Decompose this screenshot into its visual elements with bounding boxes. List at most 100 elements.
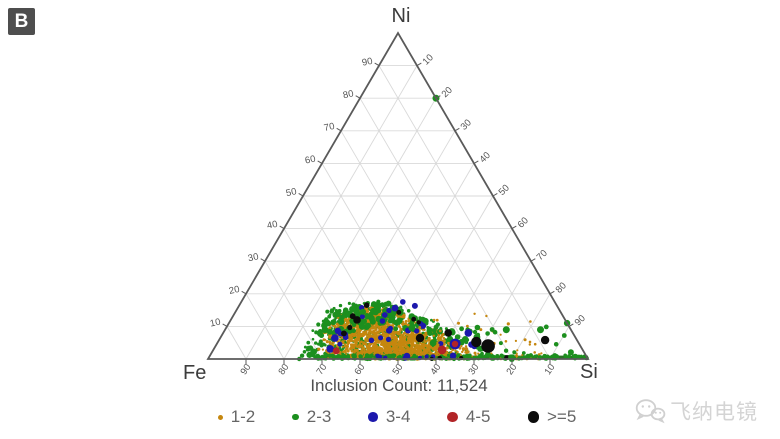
data-point (323, 343, 327, 347)
data-point (432, 332, 438, 338)
data-point (438, 329, 442, 333)
tick-label: 20 (440, 85, 455, 100)
legend-label: 3-4 (385, 407, 411, 426)
data-point (561, 333, 567, 338)
data-point (370, 330, 374, 334)
data-point (348, 334, 352, 338)
data-point (382, 331, 385, 335)
legend-dot-icon (447, 411, 458, 423)
legend-label: >=5 (547, 407, 577, 426)
data-point (537, 326, 544, 334)
data-point (402, 333, 405, 336)
data-point (529, 320, 532, 323)
tick-label: 30 (466, 362, 481, 377)
data-point (344, 351, 347, 354)
tick-label: 10 (209, 317, 222, 330)
data-point (395, 351, 400, 356)
data-point (330, 319, 337, 326)
data-point (499, 353, 504, 358)
tick-label: 40 (266, 219, 279, 232)
ternary-plot: 10 10 10 20 20 20 30 30 30 40 40 40 50 50 50 60 60 60 70 70… (206, 31, 590, 377)
data-point (489, 327, 495, 332)
legend-item: 4-5 (447, 407, 491, 427)
data-point (317, 347, 321, 351)
data-point (319, 343, 324, 348)
data-point (391, 304, 399, 312)
data-point (466, 324, 469, 328)
data-point (400, 299, 406, 305)
legend-item: 1-2 (217, 407, 255, 427)
data-point (481, 339, 495, 353)
tick-label: 80 (554, 280, 569, 295)
data-point (325, 309, 330, 314)
data-point (427, 349, 431, 352)
corner-label-ni: Ni (391, 5, 411, 27)
data-point (567, 349, 574, 356)
data-point (411, 302, 418, 309)
data-point (396, 309, 402, 315)
data-point (372, 344, 376, 347)
tick-label: 30 (247, 251, 260, 264)
data-point (395, 339, 398, 343)
data-point (367, 331, 371, 335)
data-point (521, 351, 526, 355)
data-point (326, 345, 335, 353)
data-point (385, 333, 389, 336)
data-point (360, 349, 363, 352)
data-point (515, 354, 518, 358)
data-point (360, 332, 364, 336)
watermark-text: 飞纳电镜 (670, 401, 758, 424)
data-point (406, 323, 410, 327)
data-point (385, 300, 392, 307)
data-point (478, 353, 482, 358)
data-point (400, 334, 403, 338)
data-point (418, 326, 422, 329)
data-point (354, 337, 357, 341)
data-point (358, 354, 363, 359)
data-point (451, 340, 459, 348)
data-point (528, 340, 532, 344)
legend-label: 4-5 (465, 407, 491, 426)
data-point (444, 329, 453, 337)
data-point (374, 344, 378, 348)
data-point (350, 349, 354, 353)
data-point (369, 318, 376, 325)
tick-label: 90 (573, 313, 588, 328)
data-point (406, 309, 411, 313)
inclusion-count-text: Inclusion Count: 11,524 (310, 376, 488, 395)
data-point (406, 339, 410, 342)
data-point (503, 348, 509, 353)
wechat-icon (635, 399, 666, 424)
data-point (388, 345, 391, 349)
data-point (353, 316, 361, 324)
data-point (303, 345, 307, 349)
data-point (411, 345, 414, 349)
data-point (357, 332, 360, 336)
data-point (479, 328, 483, 332)
data-point (456, 354, 460, 358)
data-point (364, 339, 367, 342)
data-point (413, 328, 420, 334)
data-point (391, 347, 396, 351)
data-point (528, 343, 531, 346)
data-point (353, 333, 356, 336)
tick-label: 10 (542, 362, 557, 377)
data-point (423, 349, 427, 354)
tick-label: 70 (323, 121, 336, 134)
data-point (354, 342, 358, 346)
data-point (365, 309, 370, 313)
data-point (483, 354, 487, 358)
data-point (459, 326, 464, 332)
data-point (422, 347, 426, 351)
data-point (419, 322, 427, 329)
data-point (464, 345, 468, 348)
corner-label-si: Si (580, 361, 598, 383)
data-point (360, 340, 363, 344)
data-point (332, 347, 340, 355)
data-point (363, 348, 366, 351)
data-point (464, 347, 469, 351)
data-point (329, 309, 334, 314)
data-point (315, 353, 320, 358)
data-point (345, 347, 349, 351)
data-point (462, 349, 465, 352)
